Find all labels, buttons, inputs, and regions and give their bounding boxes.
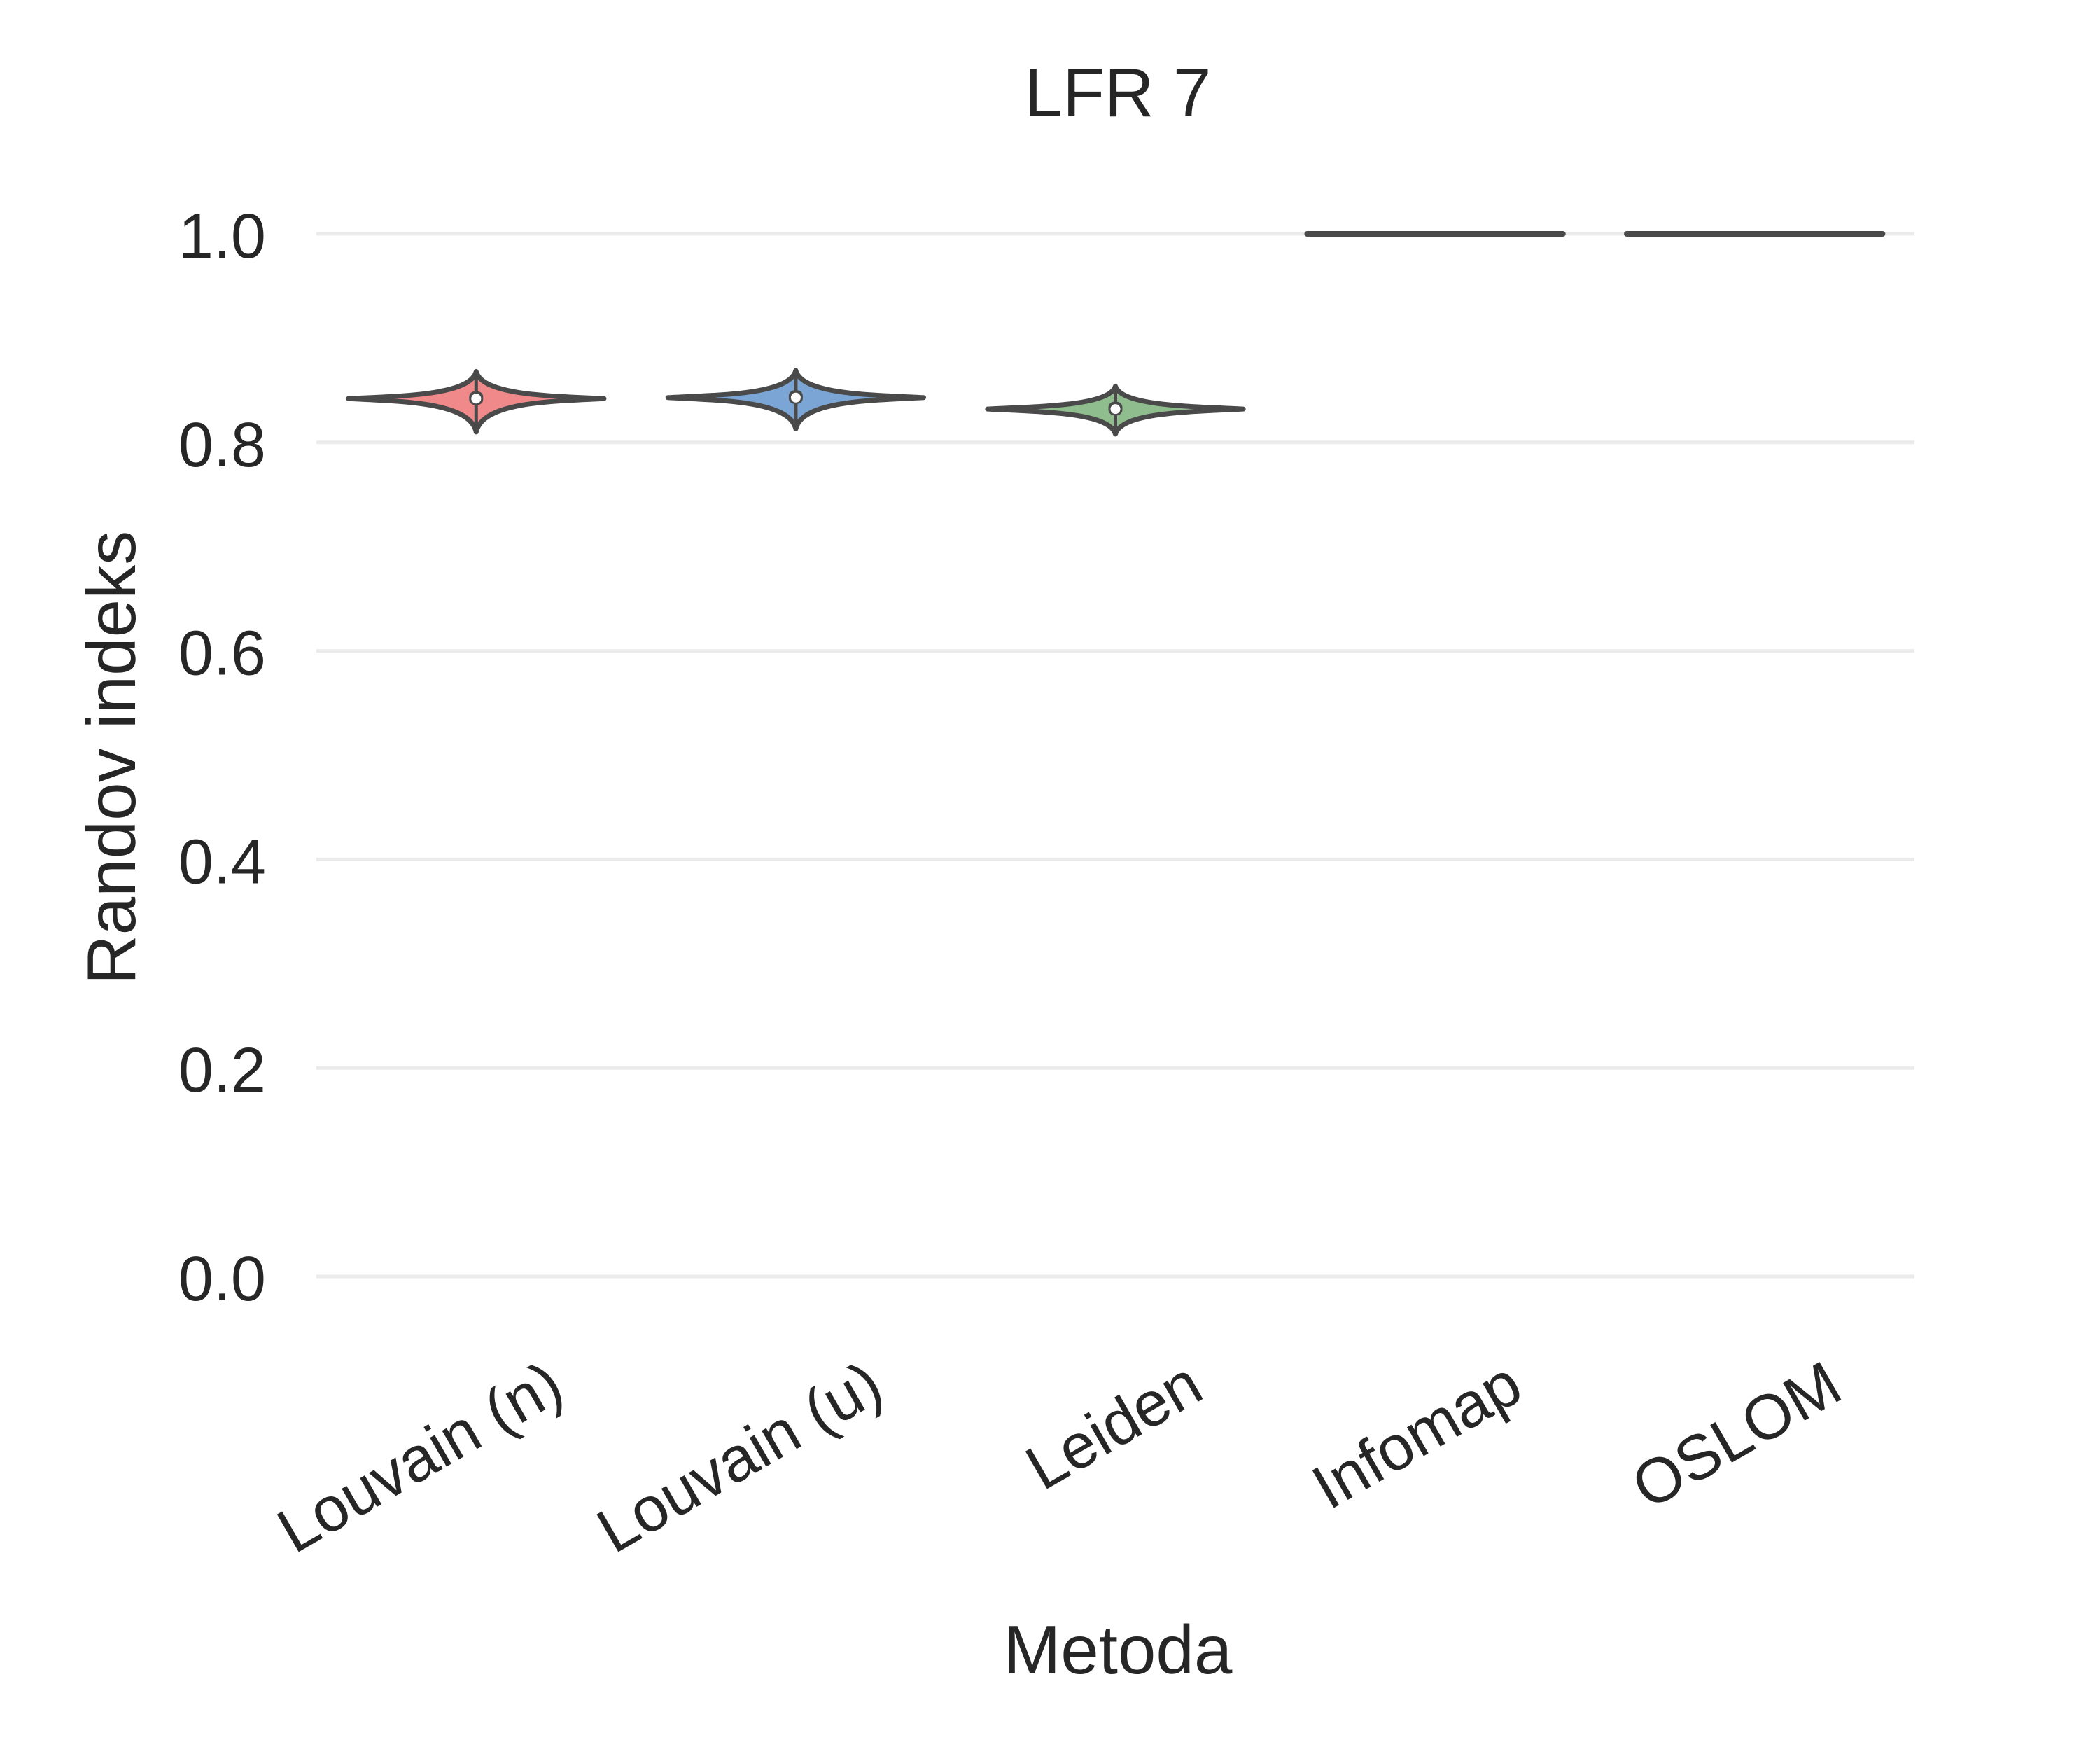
x-axis-label: Metoda [1004, 1611, 1233, 1688]
violin-louvain-u [665, 368, 927, 431]
x-tick-label: Louvain (u) [586, 1349, 894, 1567]
y-axis-label: Randov indeks [73, 531, 150, 984]
x-tick-label: Infomap [1301, 1349, 1533, 1523]
x-tick-labels: Louvain (n) Louvain (u) Leiden Infomap OSLOM [266, 1349, 1852, 1567]
y-tick-labels: 0.0 0.2 0.4 0.6 0.8 1.0 [178, 202, 266, 1314]
x-tick-label: Louvain (n) [266, 1349, 574, 1567]
violin-louvain-n [346, 369, 607, 435]
violin-median [1110, 404, 1121, 415]
violin-median [790, 392, 801, 403]
y-tick-label: 0.8 [178, 410, 266, 480]
x-tick-label: Leiden [1014, 1349, 1213, 1504]
y-tick-label: 0.2 [178, 1036, 266, 1106]
violin-median [471, 394, 482, 404]
y-tick-label: 0.0 [178, 1244, 266, 1314]
violin-leiden [985, 383, 1246, 437]
gridlines [316, 232, 1914, 1279]
y-tick-label: 1.0 [178, 202, 266, 272]
chart-title: LFR 7 [1025, 54, 1212, 131]
y-tick-label: 0.4 [178, 827, 266, 897]
violins [346, 231, 1886, 437]
x-tick-label: OSLOM [1620, 1349, 1853, 1523]
y-tick-label: 0.6 [178, 619, 266, 689]
